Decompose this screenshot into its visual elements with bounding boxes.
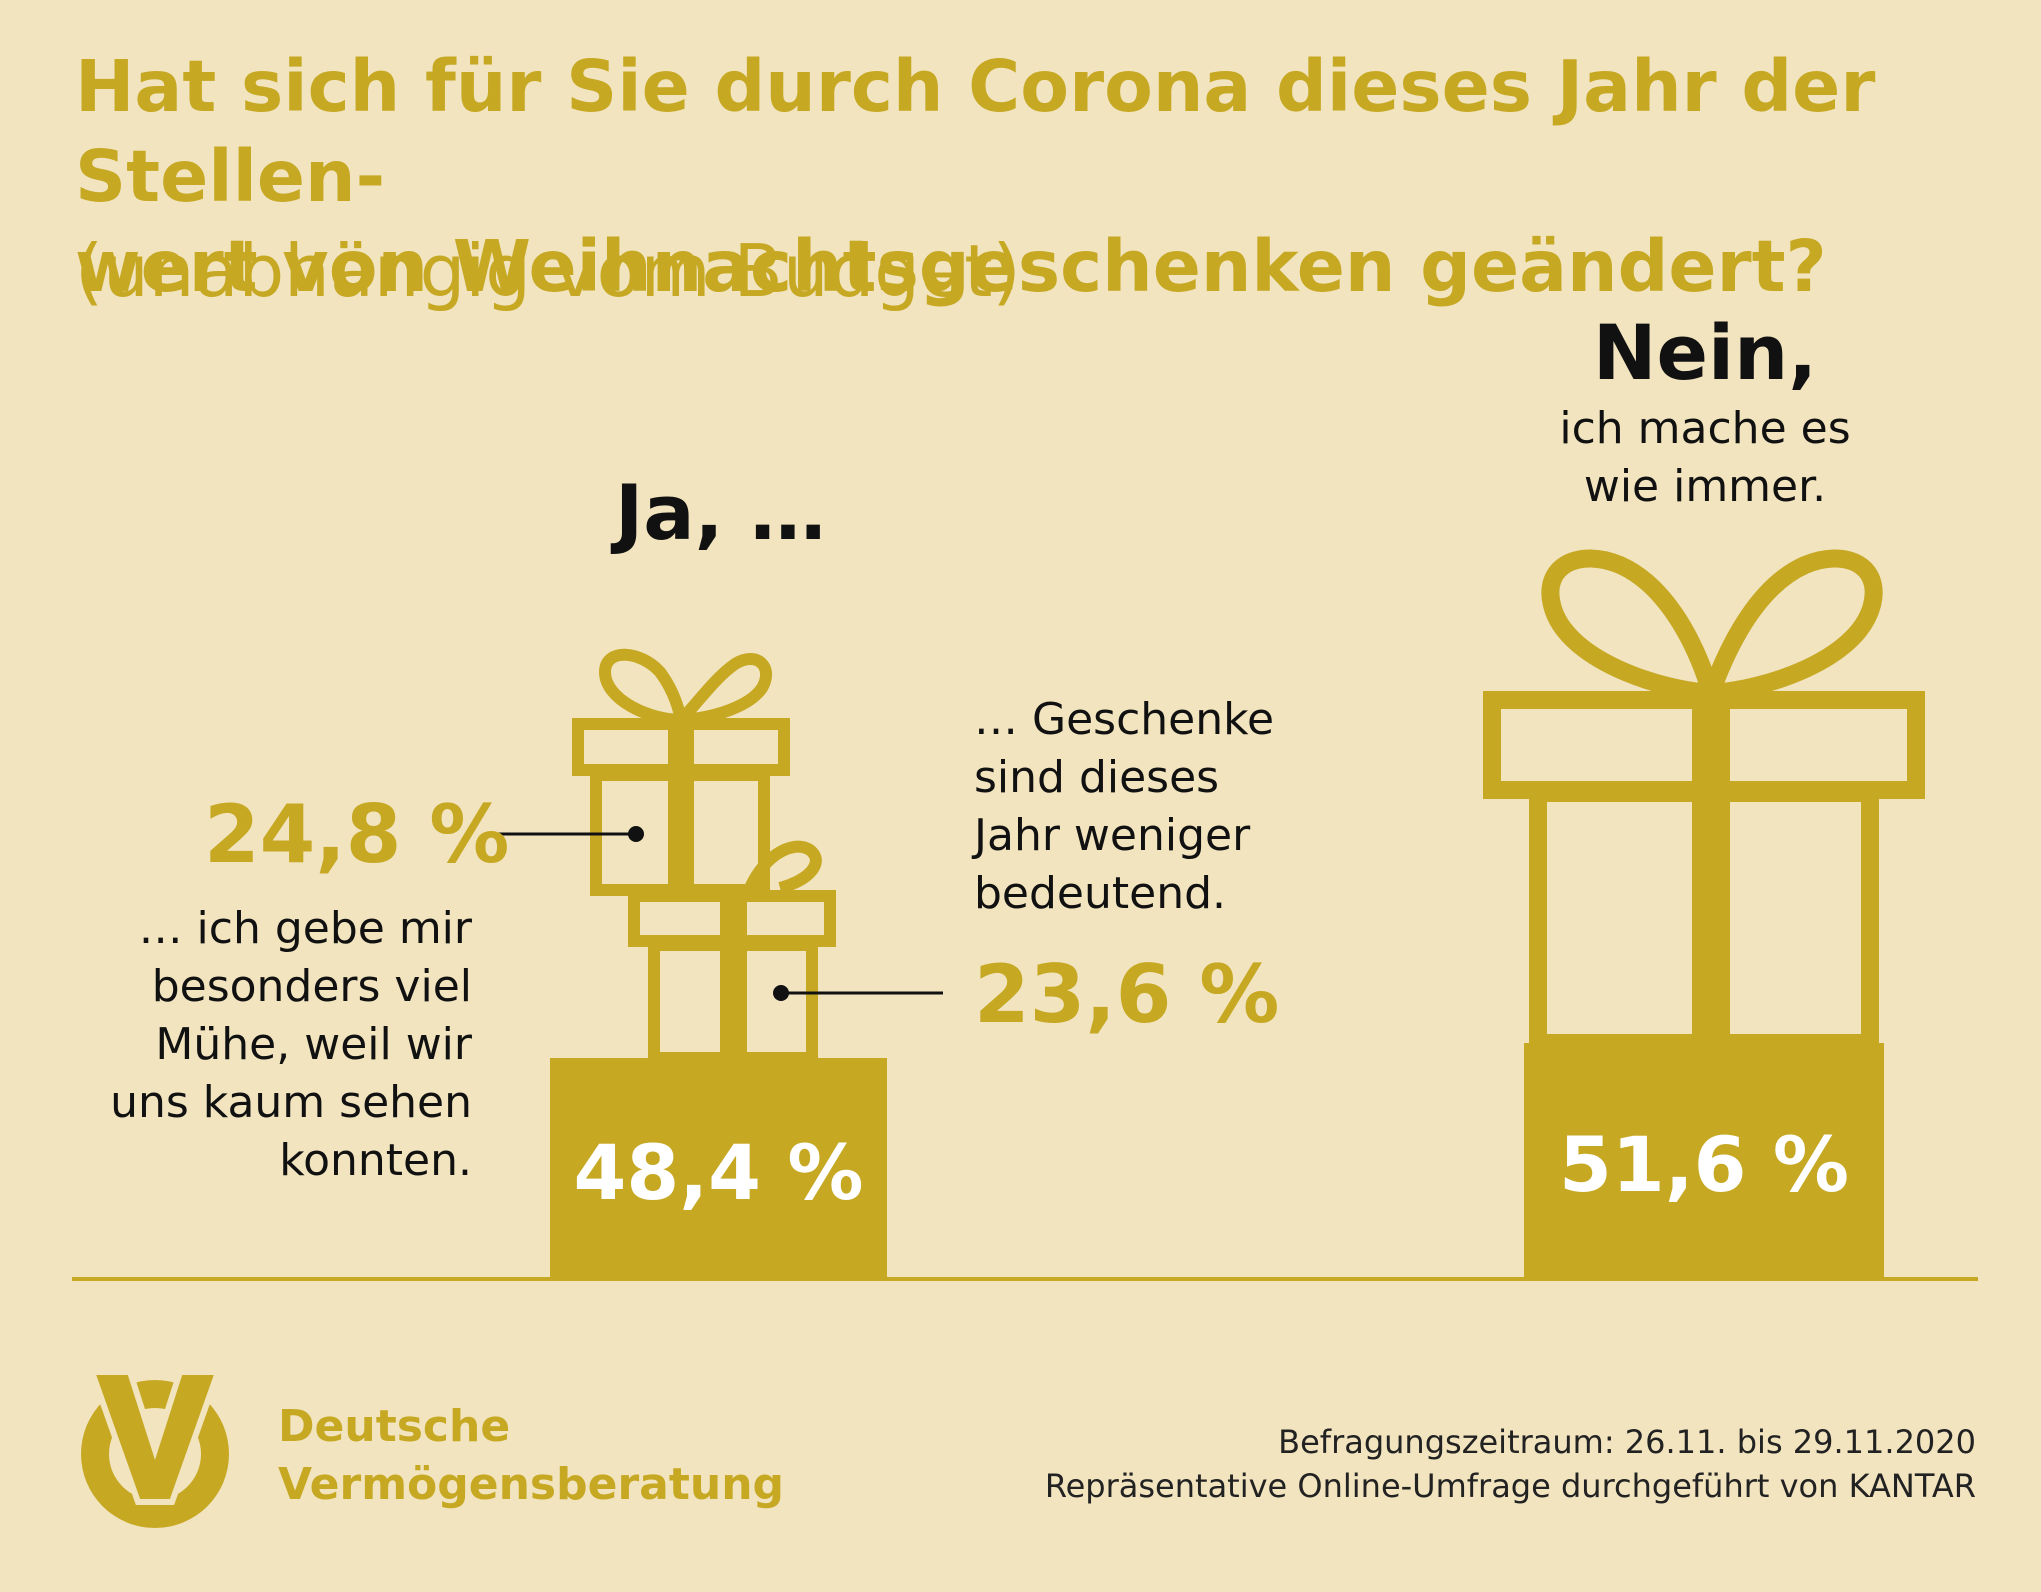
brand-name: Deutsche Vermögensberatung bbox=[278, 1398, 784, 1514]
breakdown-left-note: … ich gebe mir besonders viel Mühe, weil… bbox=[60, 900, 472, 1190]
left-note-line: Mühe, weil wir bbox=[155, 1019, 472, 1070]
answer-nein-sublabel: ich mache es wie immer. bbox=[1500, 400, 1910, 516]
left-note-line: … ich gebe mir bbox=[138, 903, 472, 954]
dvag-logo-icon bbox=[81, 1369, 229, 1528]
title-line-2: wert von Weihnachtsgeschenken geändert? bbox=[75, 225, 1827, 308]
connector-left bbox=[497, 826, 644, 842]
nein-sub-line-2: wie immer. bbox=[1583, 461, 1827, 512]
breakdown-left-pct: 24,8 % bbox=[204, 788, 510, 881]
gift-small-upper-icon bbox=[572, 648, 790, 896]
survey-meta: Befragungszeitraum: 26.11. bis 29.11.202… bbox=[1045, 1420, 1976, 1508]
breakdown-right-pct: 23,6 % bbox=[974, 948, 1280, 1041]
right-note-line: … Geschenke bbox=[974, 694, 1275, 745]
right-note-line: Jahr weniger bbox=[974, 810, 1251, 861]
breakdown-right-note: … Geschenke sind dieses Jahr weniger bed… bbox=[974, 691, 1394, 923]
left-note-line: besonders viel bbox=[151, 961, 472, 1012]
left-note-line: konnten. bbox=[279, 1135, 472, 1186]
left-note-line: uns kaum sehen bbox=[110, 1077, 472, 1128]
connector-right bbox=[773, 985, 943, 1001]
answer-nein-label: Nein, bbox=[1592, 308, 1818, 397]
page-title: Hat sich für Sie durch Corona dieses Jah… bbox=[75, 42, 1975, 312]
gift-small-lower-icon bbox=[628, 840, 836, 1064]
total-nein-pct: 51,6 % bbox=[1558, 1120, 1850, 1209]
survey-period: Befragungszeitraum: 26.11. bis 29.11.202… bbox=[1278, 1423, 1976, 1461]
gift-large-icon bbox=[1483, 549, 1925, 1052]
brand-line-1: Deutsche bbox=[278, 1401, 511, 1452]
right-note-line: bedeutend. bbox=[974, 868, 1227, 919]
bar-nein bbox=[1524, 1043, 1884, 1279]
page-subtitle: (unabhängig vom Budget) bbox=[75, 229, 1021, 313]
answer-ja-label: Ja, … bbox=[615, 468, 826, 557]
bar-ja bbox=[550, 1058, 887, 1279]
title-line-1: Hat sich für Sie durch Corona dieses Jah… bbox=[75, 45, 1876, 218]
survey-method: Repräsentative Online-Umfrage durchgefüh… bbox=[1044, 1467, 1976, 1505]
total-ja-pct: 48,4 % bbox=[573, 1128, 864, 1217]
brand-line-2: Vermögensberatung bbox=[278, 1459, 785, 1510]
nein-sub-line-1: ich mache es bbox=[1559, 403, 1851, 454]
right-note-line: sind dieses bbox=[974, 752, 1220, 803]
